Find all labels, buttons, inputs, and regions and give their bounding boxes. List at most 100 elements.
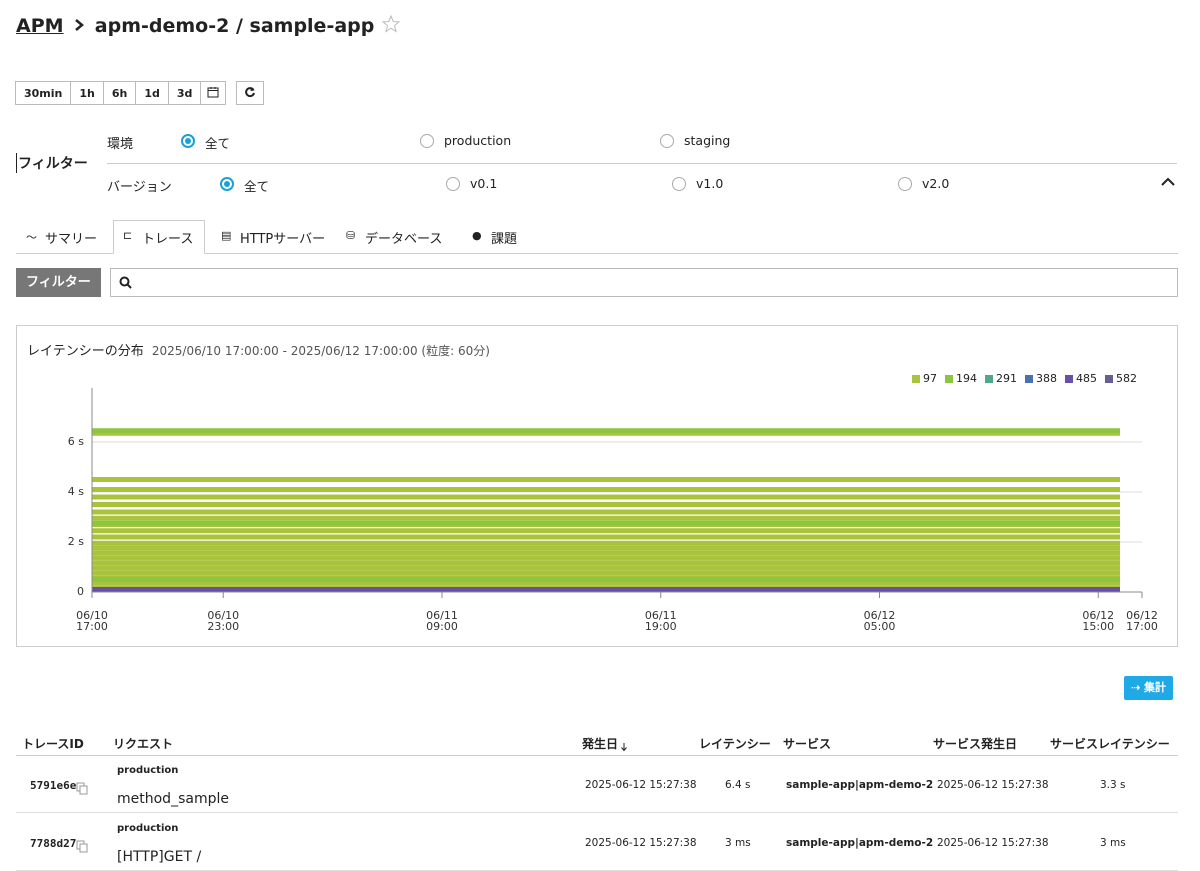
row-rule xyxy=(16,812,1178,813)
legend-label: 485 xyxy=(1076,372,1097,385)
sort-arrow xyxy=(620,737,628,756)
chart-panel: レイテンシーの分布 2025/06/10 17:00:00 - 2025/06/… xyxy=(16,325,1178,647)
legend: 97 194 291 388 485 582 xyxy=(912,372,1137,385)
x-tick-label: 06/12 15:00 xyxy=(1082,609,1115,633)
filter-button[interactable]: フィルター xyxy=(16,268,101,297)
time-button[interactable]: 1h xyxy=(70,81,104,105)
tabs-underline xyxy=(16,253,1178,254)
cell: sample-app|apm-demo-2 xyxy=(786,837,934,849)
heat-band xyxy=(92,580,1120,586)
heat-band xyxy=(92,560,1120,566)
tab[interactable]: 課題 xyxy=(491,232,518,247)
copy-icon[interactable] xyxy=(76,780,89,799)
column-header[interactable]: 発生日 xyxy=(582,737,619,751)
cell: sample-app|apm-demo-2 xyxy=(786,779,934,791)
legend-label: 291 xyxy=(996,372,1017,385)
column-header: リクエスト xyxy=(113,737,174,751)
radio-label[interactable]: 全て xyxy=(205,136,231,151)
heat-band xyxy=(92,515,1120,521)
column-header: トレースID xyxy=(22,737,84,751)
cell: 2025-06-12 15:27:38 xyxy=(937,837,1049,849)
tab[interactable]: サマリー xyxy=(45,232,98,247)
cell: 3 ms xyxy=(1100,837,1126,849)
radio-label[interactable]: production xyxy=(444,133,512,148)
radio[interactable] xyxy=(898,177,912,191)
collapse-chevron[interactable] xyxy=(1160,176,1176,188)
calendar-button[interactable] xyxy=(200,81,227,105)
legend-label: 388 xyxy=(1036,372,1057,385)
x-tick-label: 06/12 05:00 xyxy=(863,609,896,633)
legend-label: 97 xyxy=(923,372,937,385)
heat-band xyxy=(92,577,1120,582)
cell: 6.4 s xyxy=(725,779,751,791)
breadcrumb-path: apm-demo-2 / sample-app xyxy=(94,15,375,37)
chevron xyxy=(75,19,85,31)
favorite-star[interactable] xyxy=(381,14,401,34)
heat-band xyxy=(92,509,1120,515)
trace-id[interactable]: 5791e6e xyxy=(30,779,77,792)
column-header: サービス xyxy=(783,737,832,751)
time-button[interactable]: 1d xyxy=(135,81,169,105)
legend-swatch xyxy=(985,374,993,383)
chart: 0 2 s 4 s 6 s xyxy=(68,388,1143,598)
radio[interactable] xyxy=(181,134,195,148)
radio-label[interactable]: 全て xyxy=(244,179,270,194)
y-tick-label: 4 s xyxy=(68,485,84,498)
legend-item: 388 xyxy=(1025,372,1057,385)
legend-swatch xyxy=(945,374,953,383)
y-tick-label: 0 xyxy=(77,585,84,598)
legend-item: 291 xyxy=(985,372,1017,385)
legend-swatch xyxy=(1025,374,1033,383)
heat-band xyxy=(92,565,1120,571)
copy-icon[interactable] xyxy=(76,838,89,857)
y-tick-label: 6 s xyxy=(68,435,84,448)
search-input[interactable] xyxy=(110,268,1178,297)
filter-row-label: 環境 xyxy=(107,137,134,152)
legend-swatch xyxy=(1065,374,1073,383)
aggregate-button[interactable]: ⇢ 集計 xyxy=(1124,676,1174,700)
y-tick-label: 2 s xyxy=(68,535,84,548)
legend-item: 485 xyxy=(1065,372,1097,385)
heat-band xyxy=(92,534,1120,540)
breadcrumb: APM apm-demo-2 / sample-app xyxy=(16,14,401,37)
chart-title: レイテンシーの分布 xyxy=(27,344,144,359)
cell: 3 ms xyxy=(725,837,751,849)
heat-band xyxy=(92,477,1120,482)
x-tick-label: 06/12 17:00 xyxy=(1126,609,1158,633)
heat-band xyxy=(92,494,1120,500)
radio[interactable] xyxy=(660,134,674,148)
legend-label: 582 xyxy=(1116,372,1137,385)
chart-subtitle: 2025/06/10 17:00:00 - 2025/06/12 17:00:0… xyxy=(151,344,490,358)
radio-label[interactable]: v0.1 xyxy=(470,176,498,191)
time-button[interactable]: 6h xyxy=(102,81,137,105)
trace-id[interactable]: 7788d27 xyxy=(30,837,77,850)
tab[interactable]: データベース xyxy=(365,232,443,247)
tab-icon: ● xyxy=(472,229,482,242)
heat-band xyxy=(92,540,1120,546)
heat-band xyxy=(92,528,1120,534)
breadcrumb-root[interactable]: APM xyxy=(16,15,64,37)
refresh-button[interactable] xyxy=(236,81,265,105)
request[interactable]: [HTTP]GET / xyxy=(117,849,202,865)
tab[interactable]: HTTPサーバー xyxy=(240,232,326,247)
heat-band xyxy=(92,555,1120,561)
legend-label: 194 xyxy=(956,372,977,385)
radio-label[interactable]: v1.0 xyxy=(696,176,724,191)
time-range-buttons: 30min 1h 6h 1d 3d xyxy=(15,81,265,105)
chart-heading: レイテンシーの分布 2025/06/10 17:00:00 - 2025/06/… xyxy=(27,340,490,359)
time-button[interactable]: 30min xyxy=(15,81,72,105)
radio[interactable] xyxy=(672,177,686,191)
legend-item: 194 xyxy=(945,372,977,385)
radio[interactable] xyxy=(220,177,234,191)
radio-label[interactable]: staging xyxy=(684,133,731,148)
column-header: レイテンシー xyxy=(699,737,771,751)
request[interactable]: method_sample xyxy=(117,791,229,807)
tab[interactable]: トレース xyxy=(142,232,194,247)
active-tab xyxy=(113,220,205,254)
time-button[interactable]: 3d xyxy=(167,81,202,105)
header-rule xyxy=(16,755,1178,756)
radio[interactable] xyxy=(446,177,460,191)
radio-label[interactable]: v2.0 xyxy=(922,176,950,191)
radio[interactable] xyxy=(420,134,434,148)
